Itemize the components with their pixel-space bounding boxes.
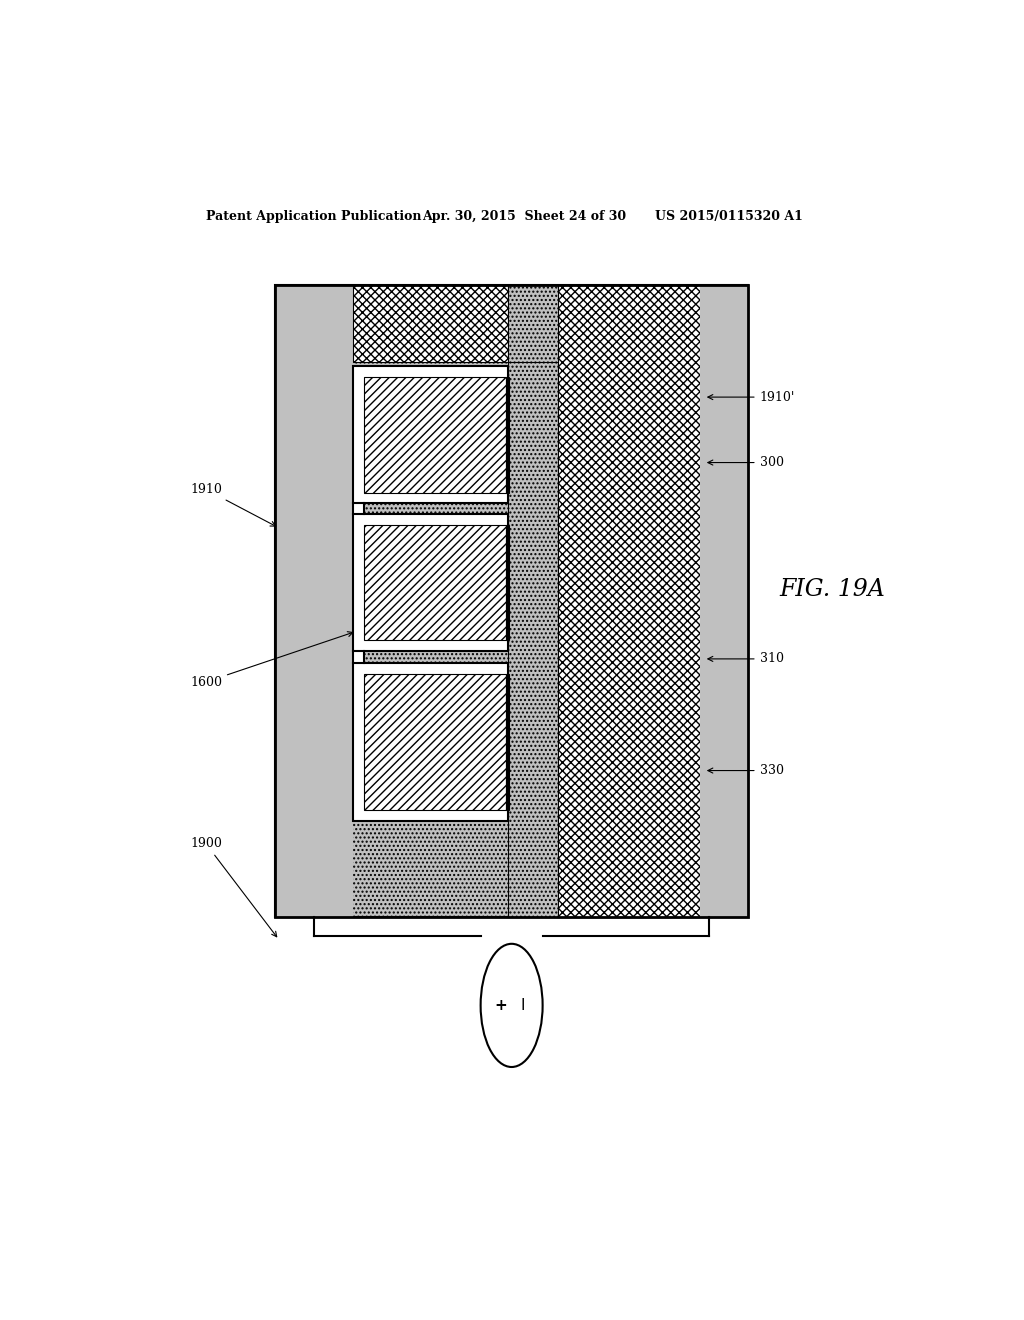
Bar	[352, 367, 364, 503]
Bar	[352, 515, 508, 651]
Bar	[352, 663, 508, 821]
Text: 1910': 1910'	[708, 391, 795, 404]
Bar	[700, 285, 748, 917]
Bar	[352, 492, 508, 503]
Text: FIG. 19A: FIG. 19A	[779, 578, 885, 601]
Text: Patent Application Publication: Patent Application Publication	[206, 210, 421, 223]
Bar	[506, 525, 509, 640]
Bar	[275, 285, 352, 917]
Text: US 2015/0115320 A1: US 2015/0115320 A1	[655, 210, 803, 223]
Bar	[364, 525, 506, 640]
Text: 1900: 1900	[190, 837, 276, 937]
Bar	[352, 515, 508, 651]
Bar	[506, 378, 509, 492]
Bar	[352, 367, 508, 378]
Bar	[352, 285, 508, 363]
Bar	[352, 515, 508, 525]
Text: I: I	[520, 998, 524, 1012]
Bar	[275, 285, 748, 917]
Bar	[352, 640, 508, 651]
Bar	[508, 285, 558, 917]
Bar	[352, 663, 508, 821]
Bar	[558, 285, 700, 917]
Text: +: +	[495, 998, 507, 1012]
Text: 330: 330	[708, 764, 783, 777]
Text: 1600: 1600	[190, 632, 353, 689]
Bar	[352, 515, 364, 651]
Bar	[352, 367, 508, 503]
Bar	[352, 503, 364, 515]
Text: 310: 310	[708, 652, 783, 665]
Bar	[352, 651, 364, 663]
Bar	[364, 378, 506, 492]
Text: 300: 300	[708, 455, 783, 469]
Text: Apr. 30, 2015  Sheet 24 of 30: Apr. 30, 2015 Sheet 24 of 30	[423, 210, 627, 223]
Bar	[352, 810, 508, 821]
Bar	[352, 663, 364, 821]
Ellipse shape	[480, 944, 543, 1067]
Bar	[352, 367, 508, 503]
Bar	[506, 673, 509, 809]
Text: 1910: 1910	[190, 483, 275, 527]
Bar	[508, 285, 558, 363]
Bar	[275, 285, 748, 917]
Bar	[364, 673, 506, 809]
Bar	[352, 663, 508, 673]
